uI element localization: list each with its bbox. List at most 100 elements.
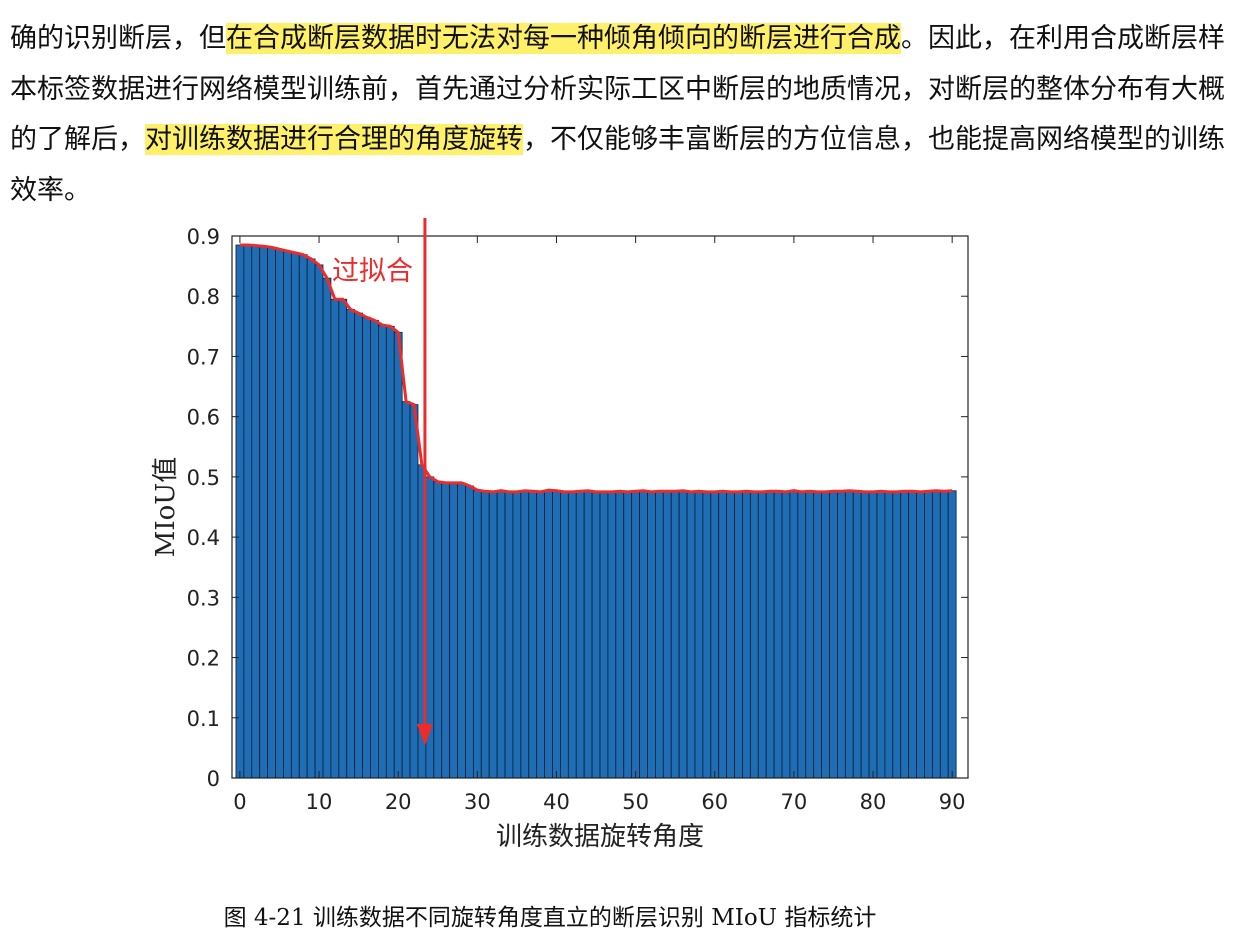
bar xyxy=(615,490,625,779)
bar xyxy=(354,312,363,779)
y-tick-label: 0.7 xyxy=(187,345,220,369)
bar xyxy=(686,491,696,779)
bar xyxy=(575,490,585,779)
bar xyxy=(378,324,387,779)
y-tick-label: 0.9 xyxy=(187,225,220,249)
bar xyxy=(773,490,783,779)
bar xyxy=(583,490,593,779)
bar xyxy=(654,490,664,779)
bar xyxy=(757,491,767,779)
bar xyxy=(393,331,403,779)
bar xyxy=(639,490,648,779)
x-tick-label: 50 xyxy=(622,790,649,814)
x-axis-label: 训练数据旋转角度 xyxy=(496,822,704,852)
bar xyxy=(599,491,609,779)
bar xyxy=(837,490,846,779)
bar xyxy=(868,491,878,779)
bar xyxy=(884,491,894,779)
overfitting-arrow xyxy=(416,218,433,746)
chart-axes: 0 0.1 0.2 0.3 0.4 0.5 0.6 0.7 0.8 0.9 0 10 20 30 40 50 6… xyxy=(187,225,969,814)
bar xyxy=(900,490,910,779)
bar xyxy=(631,490,640,779)
bar xyxy=(314,264,324,779)
bar xyxy=(544,489,553,779)
bar xyxy=(251,245,261,779)
bar xyxy=(330,298,340,779)
bar xyxy=(512,491,522,779)
bar xyxy=(939,490,949,779)
bar xyxy=(338,298,348,779)
bar xyxy=(623,491,633,779)
bar xyxy=(670,490,680,779)
bar xyxy=(860,491,870,779)
bar xyxy=(805,490,815,779)
bar xyxy=(528,490,538,779)
bar xyxy=(813,491,822,779)
y-tick-label: 0 xyxy=(207,767,220,791)
bar xyxy=(844,490,854,779)
bar xyxy=(916,491,925,779)
bar xyxy=(591,491,601,779)
bar xyxy=(734,491,743,779)
bar xyxy=(298,254,308,779)
overfitting-annotation: 过拟合 xyxy=(332,256,413,287)
highlighted-text: 对训练数据进行合理的角度旋转 xyxy=(145,124,523,155)
highlighted-text: 在合成断层数据时无法对每一种倾角倾向的断层进行合成 xyxy=(226,23,901,54)
y-tick-label: 0.6 xyxy=(187,406,220,430)
bar xyxy=(694,490,704,779)
bar xyxy=(662,490,672,779)
bar xyxy=(852,490,862,779)
x-tick-label: 40 xyxy=(543,790,570,814)
bar xyxy=(821,491,830,779)
arrow-head xyxy=(416,724,433,746)
bar xyxy=(504,491,514,779)
y-tick-label: 0.1 xyxy=(187,707,220,731)
bar xyxy=(560,491,569,779)
x-tick-label: 30 xyxy=(464,790,491,814)
x-tick-label: 80 xyxy=(860,790,887,814)
bar xyxy=(385,325,395,779)
bar xyxy=(290,252,300,779)
paragraph-text: ，不仅能够丰富断层的方位信息，也能提高网络模型的训练效率。 xyxy=(10,124,1225,206)
bar xyxy=(267,247,276,779)
x-tick-label: 0 xyxy=(233,790,246,814)
plot-frame xyxy=(231,235,969,779)
y-tick-label: 0.4 xyxy=(187,526,220,550)
y-tick-label: 0.5 xyxy=(187,466,220,490)
bar xyxy=(441,482,451,779)
bar xyxy=(781,491,791,779)
bar xyxy=(472,489,482,779)
body-paragraph: 确的识别断层，但在合成断层数据时无法对每一种倾角倾向的断层进行合成。因此，在利用… xyxy=(10,14,1235,216)
bar xyxy=(401,401,411,779)
bar xyxy=(702,491,712,779)
bar xyxy=(496,490,506,779)
bar xyxy=(235,244,245,779)
x-tick-label: 10 xyxy=(306,790,333,814)
miou-trend-line xyxy=(239,243,953,494)
bar xyxy=(829,490,838,779)
bar xyxy=(924,490,933,779)
y-axis-label: MIoU值 xyxy=(151,457,181,557)
bar xyxy=(275,248,284,779)
bar xyxy=(480,490,490,779)
bar xyxy=(931,490,941,779)
bar xyxy=(322,277,332,779)
bar xyxy=(259,245,269,779)
bar xyxy=(520,490,530,779)
bar xyxy=(370,319,379,779)
bar xyxy=(892,491,902,779)
figure-caption: 图 4-21 训练数据不同旋转角度直立的断层识别 MIoU 指标统计 xyxy=(223,905,877,931)
x-tick-label: 70 xyxy=(781,790,808,814)
bar xyxy=(749,491,759,779)
bar xyxy=(409,404,419,779)
y-tick-label: 0.2 xyxy=(187,647,220,671)
bar xyxy=(488,491,498,779)
bar xyxy=(647,491,656,779)
bar xyxy=(433,481,443,779)
miou-chart-figure: 0 0.1 0.2 0.3 0.4 0.5 0.6 0.7 0.8 0.9 0 10 20 30 40 50 6… xyxy=(0,218,1247,858)
bar xyxy=(742,490,751,779)
x-tick-label: 90 xyxy=(939,790,966,814)
paragraph-text: 确的识别断层，但 xyxy=(10,23,226,54)
bar xyxy=(797,491,807,779)
bar xyxy=(362,316,371,779)
